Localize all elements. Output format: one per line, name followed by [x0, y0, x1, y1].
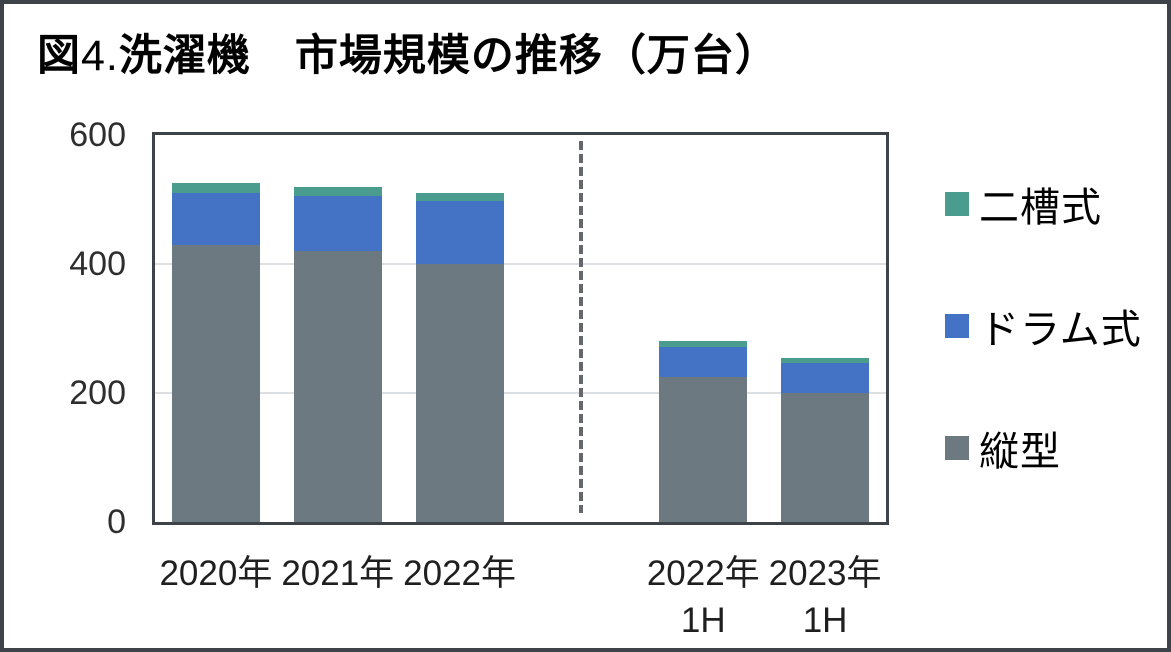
category-slot-2	[399, 135, 521, 522]
bar-segment-二槽式-2020年	[171, 183, 260, 194]
legend-item-縦型: 縦型	[945, 427, 1142, 474]
stacked-bar-2020年	[171, 183, 260, 522]
legend-label: ドラム式	[979, 308, 1142, 352]
bar-segment-ドラム式-2023年 1H	[781, 362, 870, 393]
stacked-bar-2022年	[415, 193, 504, 522]
y-axis: 0 200 400 600	[4, 4, 1167, 648]
legend-swatch-icon	[945, 314, 969, 338]
legend: 二槽式 ドラム式 縦型	[945, 183, 1142, 474]
category-slot-1	[277, 135, 399, 522]
bar-segment-縦型-2022年 1H	[659, 376, 748, 522]
bar-segment-縦型-2021年	[293, 251, 382, 522]
y-tick-label-400: 400	[69, 245, 126, 283]
stacked-bar-2022年 1H	[659, 341, 748, 522]
category-slot-5	[764, 135, 886, 522]
category-slot-3	[520, 135, 642, 522]
y-tick-label-200: 200	[69, 374, 126, 412]
bar-segment-縦型-2023年 1H	[781, 393, 870, 522]
bar-segment-二槽式-2023年 1H	[781, 357, 870, 363]
legend-label: 二槽式	[979, 186, 1102, 230]
bar-segment-縦型-2022年	[415, 264, 504, 522]
legend-label: 縦型	[979, 430, 1061, 474]
bar-segment-二槽式-2022年 1H	[659, 341, 748, 347]
bar-segment-ドラム式-2020年	[171, 193, 260, 245]
category-slot-4	[642, 135, 764, 522]
bar-segment-二槽式-2022年	[415, 193, 504, 202]
x-axis-label-2023年 1H: 2023年 1H	[768, 554, 882, 640]
stacked-bar-2023年 1H	[781, 357, 870, 522]
bar-segment-縦型-2020年	[171, 244, 260, 522]
legend-swatch-icon	[945, 192, 969, 216]
chart-title-main: 洗濯機 市場規模の推移（万台）	[118, 32, 779, 80]
x-axis-label-2021年: 2021年	[281, 554, 395, 593]
legend-item-二槽式: 二槽式	[945, 183, 1142, 230]
bar-segment-ドラム式-2022年	[415, 201, 504, 264]
chart-title-fig: 図	[37, 32, 81, 80]
gridline-200	[155, 392, 886, 394]
chart-title: 図4.洗濯機 市場規模の推移（万台）	[37, 32, 779, 81]
x-axis-label-2022年: 2022年	[403, 554, 517, 593]
legend-item-ドラム式: ドラム式	[945, 305, 1142, 352]
bar-segment-二槽式-2021年	[293, 186, 382, 197]
category-slot-0	[155, 135, 277, 522]
x-axis-label-2022年 1H: 2022年 1H	[646, 554, 760, 640]
legend-swatch-icon	[945, 436, 969, 460]
x-axis: 2020年 2021年 2022年 2022年 1H 2023年 1H	[4, 4, 1167, 648]
stacked-bar-2021年	[293, 186, 382, 522]
chart-title-number: 4.	[81, 32, 119, 80]
bars-layer	[155, 135, 886, 522]
bar-segment-ドラム式-2021年	[293, 196, 382, 252]
plot-area	[152, 132, 889, 525]
bar-segment-ドラム式-2022年 1H	[659, 346, 748, 377]
gridline-400	[155, 263, 886, 265]
y-tick-label-0: 0	[107, 503, 126, 541]
period-separator-dashed-line	[579, 141, 584, 513]
y-tick-label-600: 600	[69, 116, 126, 154]
x-axis-label-2020年: 2020年	[159, 554, 273, 593]
